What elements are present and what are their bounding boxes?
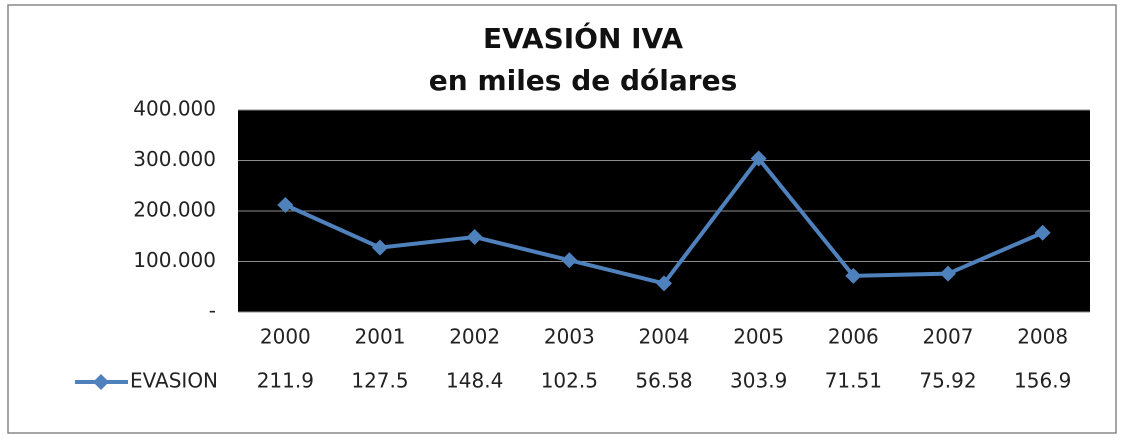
- legend-marker: [93, 374, 109, 390]
- x-tick-label: 2000: [260, 325, 311, 349]
- data-point: [845, 267, 862, 284]
- y-tick-label: 200.000: [133, 198, 216, 222]
- x-tick-label: 2001: [355, 325, 406, 349]
- data-point: [656, 275, 672, 292]
- data-table-value: 211.9: [257, 369, 314, 393]
- data-point: [372, 239, 388, 256]
- x-tick-label: 2005: [733, 325, 784, 349]
- data-point: [750, 150, 767, 167]
- x-tick-label: 2004: [639, 325, 690, 349]
- x-tick-label: 2002: [449, 325, 500, 349]
- chart-title: EVASIÓN IVA: [483, 21, 683, 55]
- y-tick-label: 400.000: [133, 97, 216, 121]
- x-tick-label: 2007: [923, 325, 974, 349]
- data-point: [1034, 224, 1051, 241]
- x-tick-label: 2003: [544, 325, 595, 349]
- y-tick-label: -: [209, 299, 216, 323]
- y-tick-label: 300.000: [133, 147, 216, 171]
- data-table-value: 127.5: [351, 369, 408, 393]
- data-table-value: 156.9: [1014, 369, 1071, 393]
- data-point: [277, 196, 294, 213]
- data-table-value: 75.92: [919, 369, 976, 393]
- data-table-value: 56.58: [635, 369, 692, 393]
- x-tick-label: 2006: [828, 325, 879, 349]
- data-table-value: 148.4: [446, 369, 503, 393]
- data-table-value: 303.9: [730, 369, 787, 393]
- x-tick-label: 2008: [1017, 325, 1068, 349]
- data-point: [940, 265, 956, 282]
- y-tick-label: 100.000: [133, 248, 216, 272]
- data-point: [561, 252, 578, 269]
- chart-subtitle: en miles de dólares: [429, 64, 737, 97]
- data-table-value: 102.5: [541, 369, 598, 393]
- data-table-value: 71.51: [825, 369, 882, 393]
- data-point: [466, 229, 483, 246]
- legend-label: EVASION: [130, 369, 218, 393]
